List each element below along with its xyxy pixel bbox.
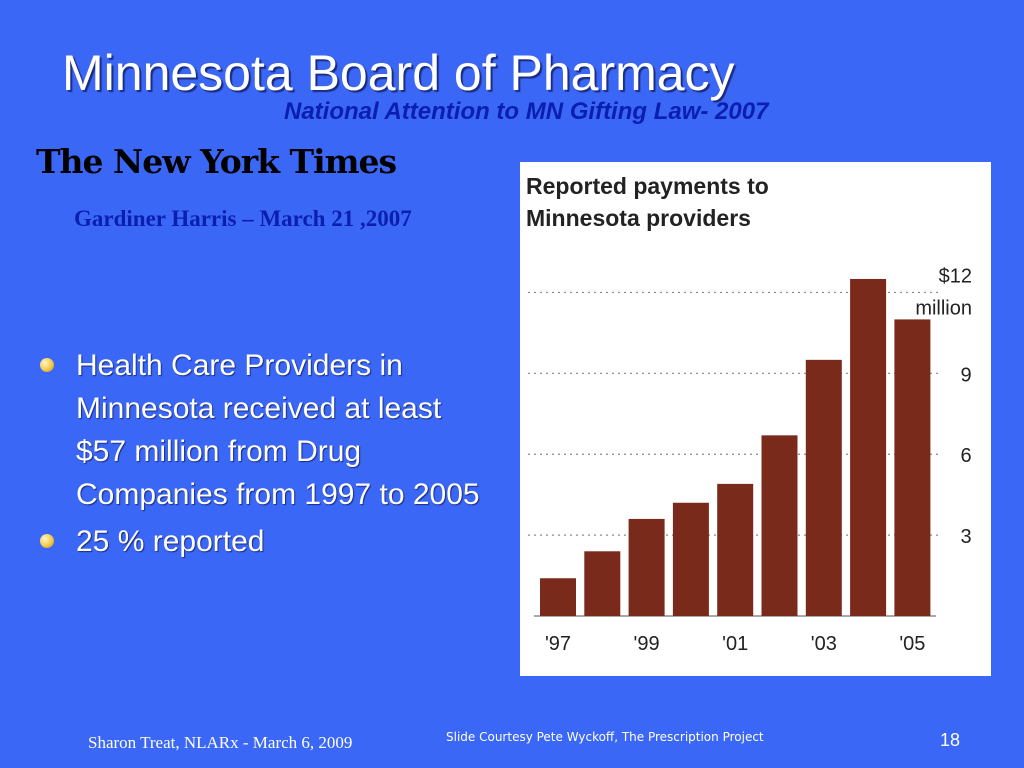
x-tick-label: '03: [811, 633, 837, 655]
y-tick-label: 9: [960, 364, 971, 386]
bar: [894, 319, 931, 616]
bullet-text: 25 % reported: [76, 525, 265, 558]
bar: [805, 359, 842, 616]
bullet-dot-icon: [40, 534, 54, 548]
newspaper-masthead: The New York Times: [36, 142, 397, 181]
article-byline: Gardiner Harris – March 21 ,2007: [74, 206, 412, 231]
bullet-item: 25 % reported: [40, 520, 490, 563]
bar: [584, 551, 621, 616]
bullet-dot-icon: [40, 358, 54, 372]
chart-title: Minnesota providers: [526, 205, 751, 231]
bullet-list: Health Care Providers in Minnesota recei…: [40, 344, 490, 567]
bullet-text: Health Care Providers in Minnesota recei…: [76, 349, 480, 511]
y-tick-label: $12: [939, 265, 972, 287]
bar: [628, 518, 665, 616]
bar: [717, 483, 754, 616]
bullet-item: Health Care Providers in Minnesota recei…: [40, 344, 490, 516]
footer-presenter: Sharon Treat, NLARx - March 6, 2009: [88, 733, 353, 752]
slide-subtitle: National Attention to MN Gifting Law- 20…: [284, 98, 769, 125]
bar: [540, 578, 576, 616]
page-number: 18: [940, 730, 961, 750]
bar: [761, 435, 798, 616]
x-tick-label: '01: [722, 633, 748, 655]
y-tick-label: 3: [960, 526, 971, 548]
x-tick-label: '99: [634, 633, 660, 655]
x-tick-label: '97: [545, 633, 571, 655]
slide-title: Minnesota Board of Pharmacy: [62, 45, 735, 101]
y-tick-label: 6: [960, 445, 971, 467]
chart-title: Reported payments to: [526, 173, 769, 199]
payments-chart-svg: Reported payments to Minnesota providers 3…: [526, 173, 972, 655]
bar: [850, 278, 887, 616]
footer-credit: Slide Courtesy Pete Wyckoff, The Prescri…: [446, 730, 764, 744]
payments-chart: Reported payments to Minnesota providers 3…: [520, 162, 991, 676]
x-tick-label: '05: [899, 633, 925, 655]
y-unit-label: million: [915, 297, 972, 319]
bar: [672, 502, 709, 616]
